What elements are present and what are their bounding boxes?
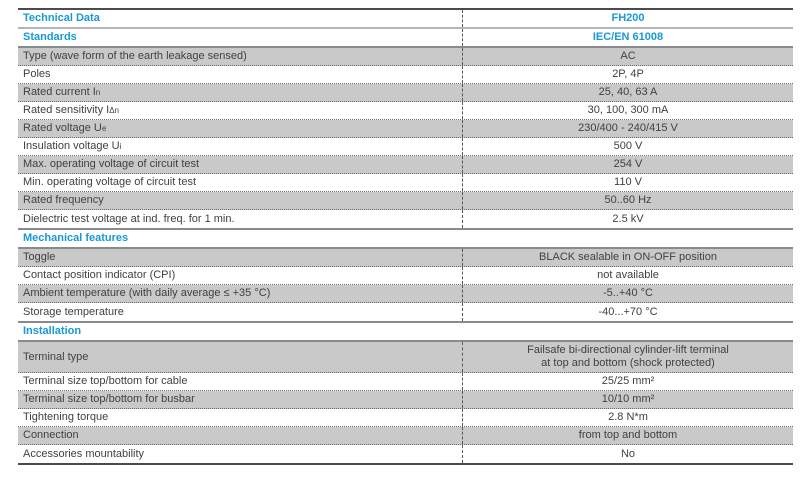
row-value: from top and bottom [462,427,793,444]
table-row: Max. operating voltage of circuit test 25… [18,156,793,174]
row-label: Rated frequency [23,194,104,206]
row-value: 254 V [462,156,793,173]
label-subscript: n [95,87,101,97]
standards-value: IEC/EN 61008 [462,29,793,46]
table-row: Type (wave form of the earth leakage sen… [18,48,793,66]
row-label: Toggle [23,251,56,263]
table-row: Terminal size top/bottom for cable 25/25 … [18,373,793,391]
row-value: 2.8 N*m [462,409,793,426]
row-value: 230/400 - 240/415 V [462,120,793,137]
table-row: Terminal type Failsafe bi-directional cyl… [18,342,793,373]
row-label: Min. operating voltage of circuit test [23,176,197,188]
table-row: Rated sensitivity I Δn 30, 100, 300 mA [18,102,793,120]
standards-label: Standards [23,31,77,43]
table-row: Contact position indicator (CPI) not avai… [18,267,793,285]
row-value: 2.5 kV [462,210,793,228]
table-row: Toggle BLACK sealable in ON-OFF position [18,249,793,267]
row-value: 10/10 mm² [462,391,793,408]
row-label: Terminal size top/bottom for cable [23,375,188,387]
row-label: Tightening torque [23,411,109,423]
table-row: Ambient temperature (with daily average … [18,285,793,303]
row-value: 25, 40, 63 A [462,84,793,101]
row-label: Dielectric test voltage at ind. freq. fo… [23,212,235,225]
row-label: Max. operating voltage of circuit test [23,158,200,170]
row-value: No [462,445,793,463]
row-value: not available [462,267,793,284]
row-label: Poles [23,68,51,80]
row-label: Connection [23,429,79,441]
row-value: 25/25 mm² [462,373,793,390]
row-label: Storage temperature [23,305,124,318]
table-row: Tightening torque 2.8 N*m [18,409,793,427]
row-label: Terminal type [23,350,89,363]
row-label: Accessories mountability [23,447,145,460]
row-value: AC [462,48,793,65]
row-label: Ambient temperature (with daily average … [23,287,271,299]
row-label: Rated sensitivity I Δn [23,104,119,116]
technical-data-table: Technical Data FH200 Standards IEC/EN 61… [18,8,793,465]
table-row: Min. operating voltage of circuit test 11… [18,174,793,192]
row-value: 50..60 Hz [462,192,793,209]
table-title-row: Technical Data FH200 [18,10,793,29]
row-value: 2P, 4P [462,66,793,83]
row-value: Failsafe bi-directional cylinder-lift te… [462,342,793,372]
table-row: Storage temperature -40...+70 °C [18,303,793,321]
row-label: Type (wave form of the earth leakage sen… [23,50,247,62]
standards-row: Standards IEC/EN 61008 [18,29,793,48]
row-value: 30, 100, 300 mA [462,102,793,119]
product-name: FH200 [462,10,793,27]
table-row: Terminal size top/bottom for busbar 10/10… [18,391,793,409]
label-subscript: Δn [109,105,119,115]
row-value: 500 V [462,138,793,155]
table-row: Poles 2P, 4P [18,66,793,84]
table-row: Connection from top and bottom [18,427,793,445]
row-label: Terminal size top/bottom for busbar [23,393,195,405]
row-value: BLACK sealable in ON-OFF position [462,249,793,266]
row-label: Contact position indicator (CPI) [23,269,176,281]
section-header-mechanical-features: Mechanical features [18,228,793,249]
section-title: Installation [23,325,82,337]
section-title: Mechanical features [23,232,129,244]
section-header-installation: Installation [18,321,793,342]
table-row: Rated frequency 50..60 Hz [18,192,793,210]
row-value: -40...+70 °C [462,303,793,321]
table-body: Type (wave form of the earth leakage sen… [18,48,793,463]
label-subscript: e [101,123,107,133]
row-value: 110 V [462,174,793,191]
table-row: Dielectric test voltage at ind. freq. fo… [18,210,793,228]
row-value: -5..+40 °C [462,285,793,302]
label-subscript: i [119,141,122,151]
table-row: Accessories mountability No [18,445,793,463]
table-title: Technical Data [23,12,100,24]
